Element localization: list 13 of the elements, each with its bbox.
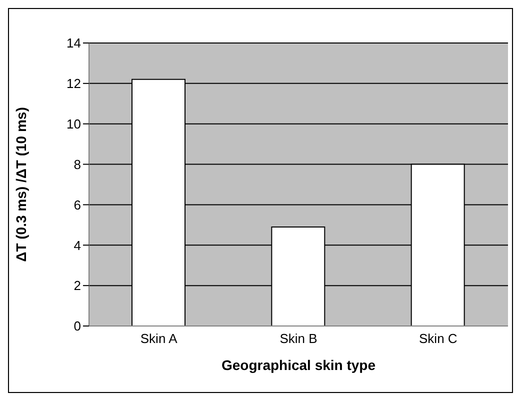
y-tick-label: 6 xyxy=(74,197,81,212)
x-tick-label: Skin B xyxy=(280,331,318,346)
y-tick-label: 2 xyxy=(74,278,81,294)
x-tick-label: Skin C xyxy=(419,331,458,346)
x-tick-label: Skin A xyxy=(140,331,178,346)
x-axis-title: Geographical skin type xyxy=(221,357,376,373)
y-tick-label: 14 xyxy=(66,36,81,51)
y-tick-label: 8 xyxy=(74,156,81,172)
y-axis-title: ΔT (0.3 ms) /ΔT (10 ms) xyxy=(12,107,29,262)
y-tick-label: 4 xyxy=(74,238,81,253)
y-tick-label: 0 xyxy=(74,318,81,334)
y-tick-label: 10 xyxy=(66,116,81,132)
y-tick-label: 12 xyxy=(66,76,81,92)
